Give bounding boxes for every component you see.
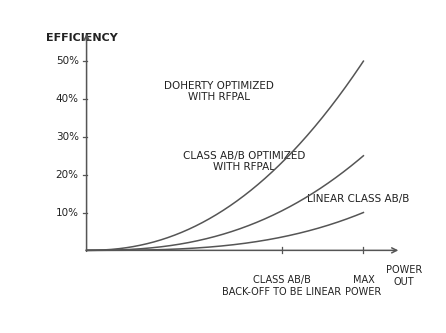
Text: 20%: 20% [56,170,78,180]
Text: DOHERTY OPTIMIZED
WITH RFPAL: DOHERTY OPTIMIZED WITH RFPAL [164,81,274,102]
Text: 40%: 40% [56,94,78,104]
Text: CLASS AB/B
BACK-OFF TO BE LINEAR: CLASS AB/B BACK-OFF TO BE LINEAR [222,275,341,297]
Text: LINEAR CLASS AB/B: LINEAR CLASS AB/B [307,194,409,204]
Text: 50%: 50% [56,56,78,66]
Text: EFFICIENCY: EFFICIENCY [45,33,117,43]
Text: POWER
OUT: POWER OUT [386,265,422,287]
Text: CLASS AB/B OPTIMIZED
WITH RFPAL: CLASS AB/B OPTIMIZED WITH RFPAL [183,151,305,172]
Text: MAX
POWER: MAX POWER [345,275,381,297]
Text: 30%: 30% [56,132,78,142]
Text: 10%: 10% [56,207,78,217]
